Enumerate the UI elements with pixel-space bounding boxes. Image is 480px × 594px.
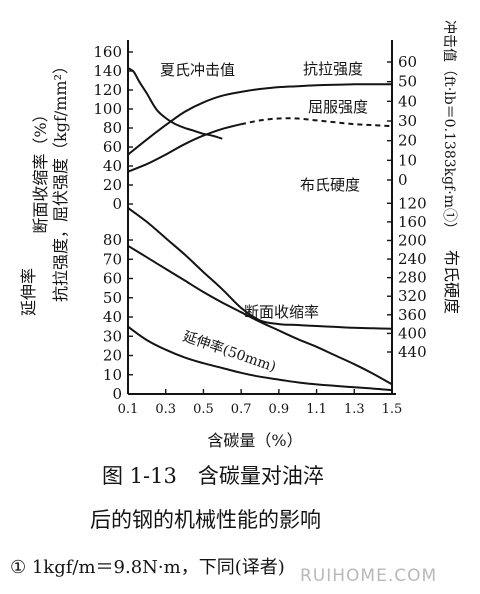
x-tick-label: 1.3 xyxy=(344,402,365,417)
watermark: RUIHOME.COM xyxy=(300,566,438,586)
right-upper-tick-label: 10 xyxy=(398,151,417,169)
data-curves xyxy=(127,67,393,392)
left-lower-tick-label: 50 xyxy=(103,289,122,307)
left-lower-tick-label: 80 xyxy=(103,231,122,249)
left-upper-tick-label: 60 xyxy=(103,138,122,156)
right-upper-tick-label: 50 xyxy=(398,73,417,91)
figure-caption-line2: 后的钢的机械性能的影响 xyxy=(90,508,321,532)
figure-footnote: ① 1kgf/m＝9.8N·m，下同(译者) xyxy=(10,557,285,578)
right-lower-tick-label: 400 xyxy=(398,324,427,342)
label-reduction-of-area: 断面收缩率 xyxy=(244,303,319,321)
left-lower-tick-label: 60 xyxy=(103,270,122,288)
figure-caption-line1: 图 1-13 含碳量对油淬 xyxy=(102,464,324,488)
axis-titles: 延伸率 断面收缩率（%） 抗拉强度，屈伏强度（kgf/mm²） 冲击值（ft·lb＝0… xyxy=(19,20,461,450)
left-axis-title-2: 抗拉强度，屈伏强度（kgf/mm²） xyxy=(51,58,70,302)
right-upper-tick-label: 40 xyxy=(398,92,417,110)
label-charpy-impact: 夏氏冲击值 xyxy=(160,61,235,79)
series-2-line xyxy=(127,83,392,156)
right-upper-axis-title: 冲击值（ft·lb＝0.1383kgf·m①） xyxy=(441,20,457,236)
series-3-line-solid xyxy=(127,123,242,173)
left-lower-tick-label: 0 xyxy=(112,385,122,403)
series-4-line xyxy=(127,207,393,330)
left-upper-tick-label: 0 xyxy=(112,195,122,213)
right-lower-tick-label: 440 xyxy=(398,343,427,361)
left-lower-axis-title: 延伸率 xyxy=(19,268,38,316)
x-tick-label: 0.5 xyxy=(193,402,214,417)
right-lower-tick-label: 360 xyxy=(398,306,427,324)
x-axis-title: 含碳量（%） xyxy=(207,431,302,450)
left-lower-tick-label: 10 xyxy=(103,366,122,384)
series-6-line xyxy=(127,325,393,392)
label-tensile-strength: 抗拉强度 xyxy=(303,60,363,78)
right-lower-tick-label: 320 xyxy=(398,287,427,305)
right-lower-tick-label: 160 xyxy=(398,213,427,231)
series-5-line xyxy=(127,244,393,386)
x-tick-label: 0.1 xyxy=(118,402,139,417)
x-tick-label: 0.9 xyxy=(269,402,290,417)
right-lower-tick-label: 240 xyxy=(398,250,427,268)
left-lower-tick-label: 70 xyxy=(103,250,122,268)
label-elongation: 延伸率(50mm) xyxy=(181,328,279,376)
x-tick-label: 0.3 xyxy=(155,402,176,417)
x-tick-label: 0.7 xyxy=(231,402,252,417)
left-upper-tick-label: 120 xyxy=(93,81,122,99)
right-lower-axis-title: 布氏硬度 xyxy=(442,250,461,314)
right-upper-tick-label: 30 xyxy=(398,112,417,130)
series-3-line-dashed xyxy=(240,117,393,128)
right-upper-tick-label: 20 xyxy=(398,132,417,150)
axes xyxy=(127,40,396,395)
left-upper-tick-label: 80 xyxy=(103,119,122,137)
left-upper-tick-label: 160 xyxy=(93,43,122,61)
left-upper-tick-label: 140 xyxy=(93,62,122,80)
left-lower-tick-label: 20 xyxy=(103,347,122,365)
right-lower-tick-label: 280 xyxy=(398,269,427,287)
left-lower-tick-label: 40 xyxy=(103,308,122,326)
left-upper-tick-label: 40 xyxy=(103,157,122,175)
right-upper-tick-label: 60 xyxy=(398,53,417,71)
label-brinell-hardness: 布氏硬度 xyxy=(300,176,360,194)
label-yield-strength: 屈服强度 xyxy=(308,98,368,116)
x-tick-label: 1.5 xyxy=(382,402,403,417)
right-lower-tick-label: 200 xyxy=(398,231,427,249)
left-upper-tick-label: 100 xyxy=(93,100,122,118)
right-upper-tick-label: 0 xyxy=(398,171,408,189)
left-axis-title-1: 断面收缩率（%） xyxy=(31,106,50,233)
left-upper-tick-label: 20 xyxy=(103,176,122,194)
tick-labels: 0.1 0.3 0.5 0.7 0.9 1.1 1.3 1.50204060801001201… xyxy=(93,43,426,417)
right-lower-tick-label: 120 xyxy=(398,194,427,212)
x-tick-label: 1.1 xyxy=(306,402,327,417)
left-lower-tick-label: 30 xyxy=(103,327,122,345)
